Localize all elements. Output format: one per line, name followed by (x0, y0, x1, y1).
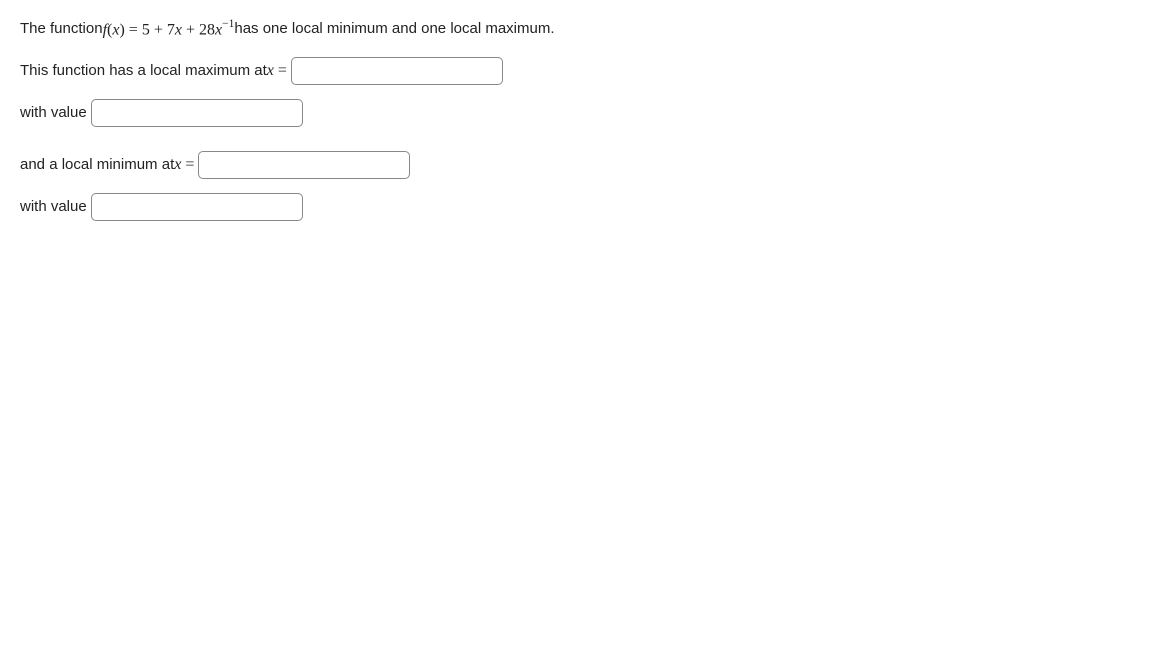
math-7: 7 (167, 21, 175, 38)
math-5: 5 (142, 21, 150, 38)
math-exp-neg1: −1 (222, 18, 234, 30)
math-eq-sign: = (274, 62, 287, 79)
math-plus1: + (150, 21, 167, 38)
math-eq: = (125, 21, 142, 38)
local-max-value-input[interactable] (91, 99, 303, 127)
text-local-min: and a local minimum at (20, 153, 174, 177)
text-suffix: has one local minimum and one local maxi… (234, 17, 554, 41)
text-local-max: This function has a local maximum at (20, 59, 267, 83)
local-min-value-input[interactable] (91, 193, 303, 221)
local-max-x-row: This function has a local maximum at x = (20, 57, 1132, 85)
text-prefix: The function (20, 17, 103, 41)
math-7x: x (175, 21, 182, 38)
math-var-x: x (267, 62, 274, 79)
local-min-value-row: with value (20, 193, 1132, 221)
function-expression: f(x) = 5 + 7x + 28x−1 (103, 16, 235, 43)
local-max-x-input[interactable] (291, 57, 503, 85)
local-min-x-input[interactable] (198, 151, 410, 179)
local-min-x-row: and a local minimum at x = (20, 151, 1132, 179)
text-with-value-2: with value (20, 195, 87, 219)
math-eq-sign-2: = (181, 156, 194, 173)
math-x-eq-max: x = (267, 58, 287, 84)
text-with-value-1: with value (20, 101, 87, 125)
math-plus2: + (182, 21, 199, 38)
spacer (20, 141, 1132, 151)
problem-line-1: The function f(x) = 5 + 7x + 28x−1 has o… (20, 16, 1132, 43)
math-x-eq-min: x = (174, 152, 194, 178)
math-28: 28 (199, 21, 215, 38)
local-max-value-row: with value (20, 99, 1132, 127)
